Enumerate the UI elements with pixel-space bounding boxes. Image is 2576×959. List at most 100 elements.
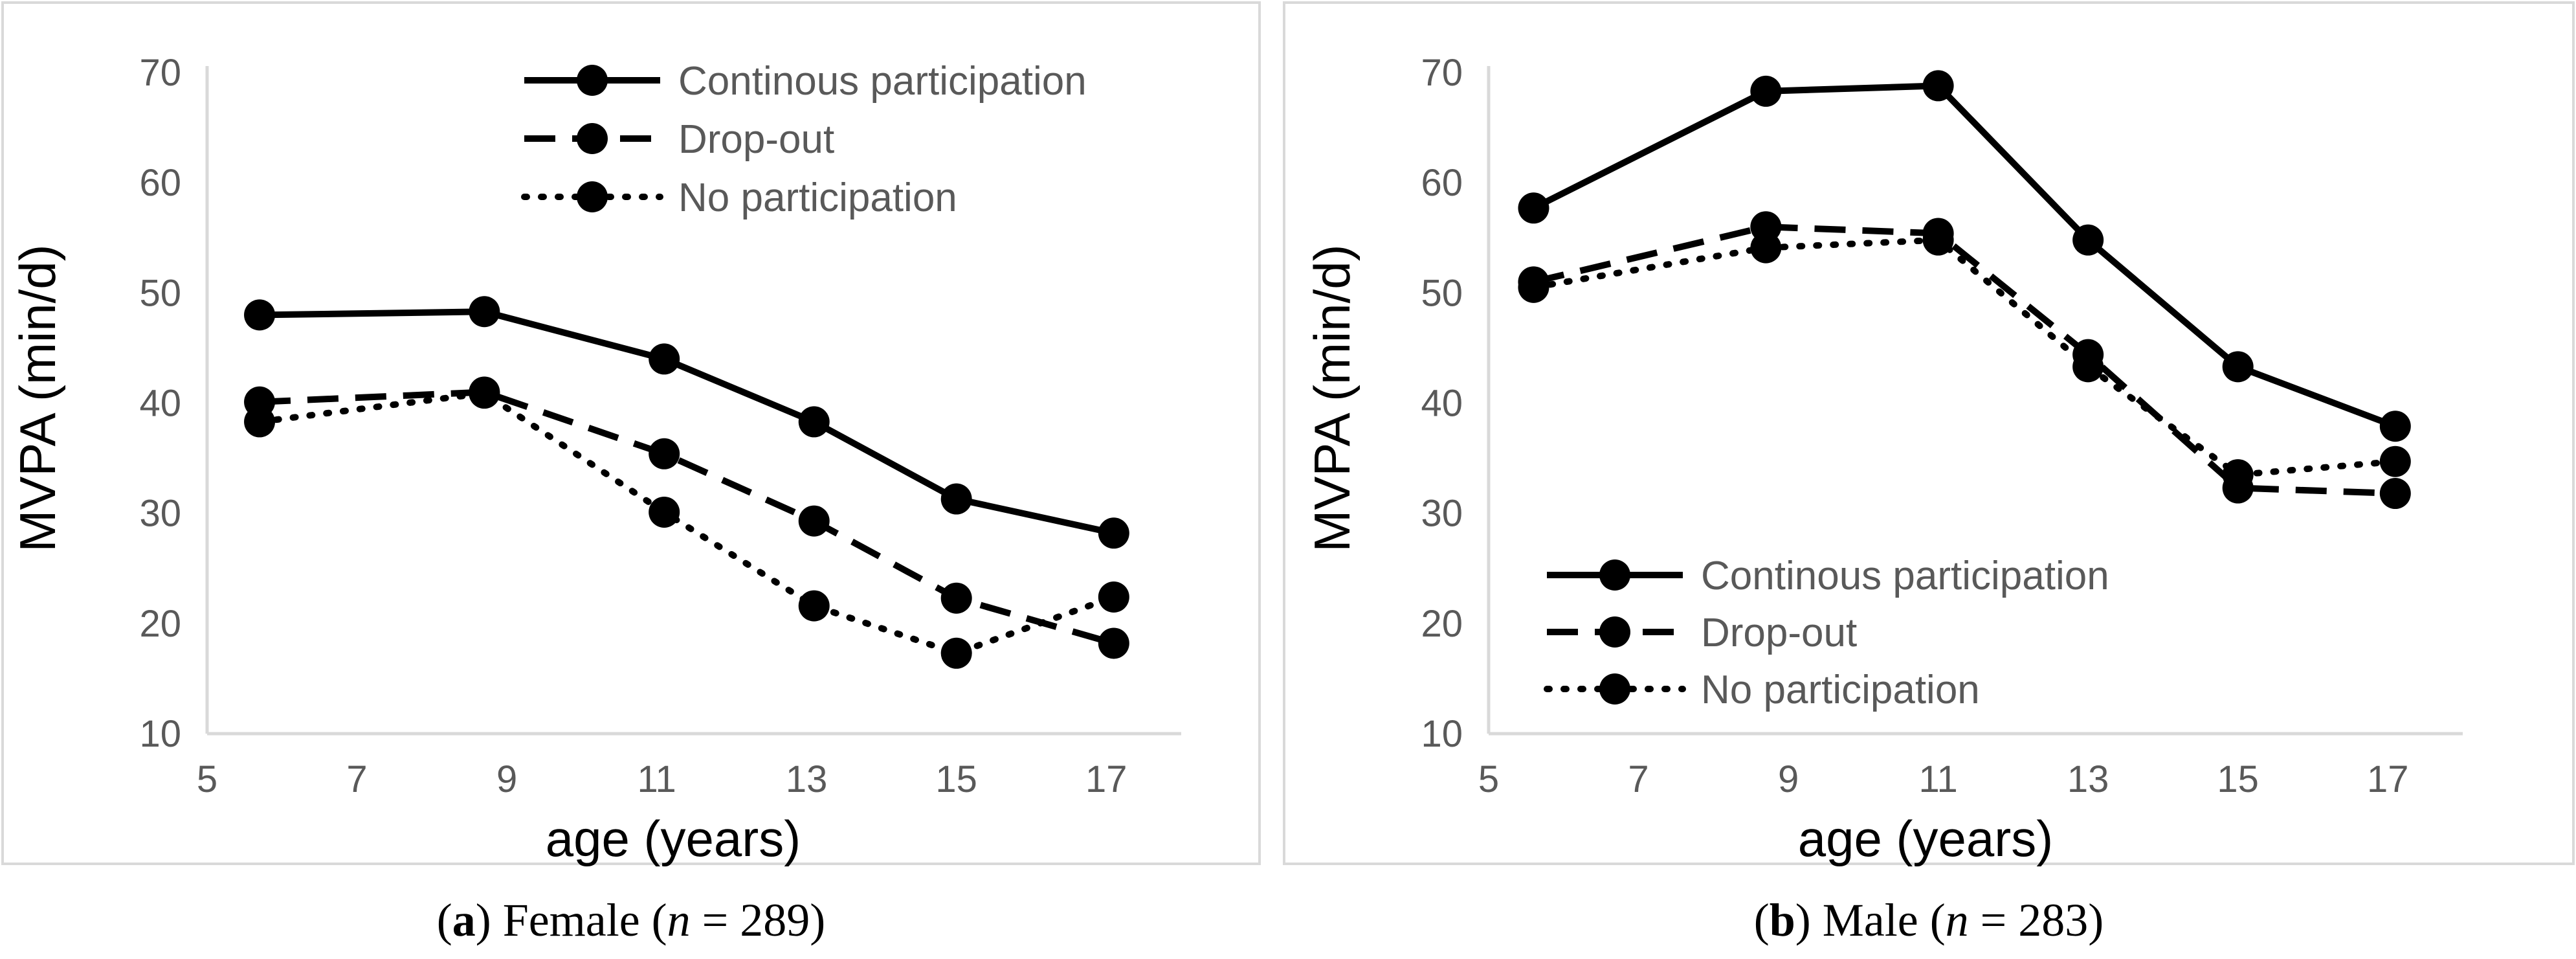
x-tick-label: 5 — [197, 758, 217, 800]
y-tick-label: 60 — [1421, 162, 1463, 204]
data-point-solid — [1922, 70, 1954, 102]
data-point-dotted — [1922, 224, 1954, 256]
y-tick-label: 50 — [1421, 272, 1463, 314]
axes — [1487, 66, 2463, 736]
chart-panel-female: 10 20 30 40 50 60 70 5 7 9 11 13 15 17 age (years) MV… — [1, 1, 1261, 946]
series-layer — [1518, 70, 2411, 510]
chart-panel-male: 10 20 30 40 50 60 70 5 7 9 11 13 15 17 age (years) MV… — [1283, 1, 2575, 946]
legend-marker — [577, 65, 608, 96]
caption-male: (b) Male (n = 283) — [1754, 894, 2104, 946]
caption-n: n — [1946, 894, 1969, 946]
legend-marker — [577, 123, 608, 154]
x-axis-title: age (years) — [546, 810, 801, 867]
y-tick-label: 60 — [139, 162, 181, 204]
tick-labels: 10 20 30 40 50 60 70 5 7 9 11 13 15 17 — [1421, 52, 2408, 800]
chart-frame — [1, 1, 1261, 865]
x-tick-label: 5 — [1478, 758, 1499, 800]
legend-label: Drop-out — [678, 117, 834, 162]
y-tick-label: 30 — [139, 493, 181, 535]
data-point-dotted — [1518, 271, 1549, 303]
caption-close: ) — [1795, 894, 1811, 946]
series-line-solid — [1532, 82, 2397, 429]
y-axis-title: MVPA (min/d) — [1304, 244, 1360, 552]
y-tick-label: 50 — [139, 272, 181, 314]
y-tick-label: 10 — [1421, 713, 1463, 755]
data-point-dashed — [649, 438, 680, 469]
y-tick-label: 30 — [1421, 493, 1463, 535]
caption-female: (a) Female (n = 289) — [437, 894, 825, 946]
caption-count: = 289) — [691, 894, 826, 946]
series-layer — [244, 296, 1129, 669]
x-tick-label: 11 — [638, 758, 676, 800]
legend: Continous participation Drop-out No partic… — [1544, 554, 2109, 712]
data-point-solid — [1518, 192, 1549, 224]
x-tick-label: 13 — [786, 758, 828, 800]
legend-label: Drop-out — [1701, 611, 1857, 655]
data-point-solid — [469, 296, 500, 328]
legend-label: Continous participation — [678, 59, 1087, 104]
caption-label: a — [452, 894, 476, 946]
data-point-solid — [244, 299, 276, 331]
data-point-solid — [2222, 351, 2254, 383]
y-tick-label: 20 — [1421, 603, 1463, 645]
legend-label: No participation — [1701, 668, 1980, 712]
caption-label: b — [1770, 894, 1795, 946]
x-tick-label: 9 — [1778, 758, 1799, 800]
series-line-dotted — [256, 390, 1117, 657]
legend-marker — [1599, 616, 1630, 648]
x-tick-label: 13 — [2067, 758, 2109, 800]
data-point-dotted — [798, 590, 830, 622]
data-point-dotted — [469, 378, 500, 409]
data-point-dotted — [940, 637, 972, 669]
series-line-dashed — [259, 389, 1115, 647]
data-point-dotted — [244, 406, 276, 438]
caption-close: ) — [476, 894, 491, 946]
x-tick-label: 17 — [2367, 758, 2409, 800]
data-point-solid — [2072, 224, 2104, 256]
legend-marker — [1599, 559, 1630, 591]
y-tick-label: 70 — [139, 52, 181, 94]
axes — [205, 66, 1181, 736]
data-point-dashed — [2379, 478, 2411, 510]
y-tick-label: 70 — [1421, 52, 1463, 94]
data-point-dashed — [940, 582, 972, 614]
caption-n: n — [667, 894, 691, 946]
data-point-solid — [649, 343, 680, 375]
data-point-solid — [940, 483, 972, 515]
data-point-solid — [798, 406, 830, 438]
x-tick-label: 9 — [496, 758, 517, 800]
caption-open: ( — [1754, 894, 1770, 946]
tick-labels: 10 20 30 40 50 60 70 5 7 9 11 13 15 17 — [139, 52, 1127, 800]
data-point-dotted — [2222, 459, 2254, 491]
data-point-dotted — [1750, 232, 1782, 264]
x-tick-label: 15 — [935, 758, 977, 800]
y-tick-label: 40 — [139, 383, 181, 425]
y-tick-label: 10 — [139, 713, 181, 755]
data-point-dotted — [2379, 446, 2411, 477]
series-line-dotted — [1530, 236, 2399, 479]
data-point-dotted — [1098, 581, 1129, 613]
caption-count: = 283) — [1969, 894, 2104, 946]
series-line-solid — [259, 308, 1115, 537]
data-point-solid — [2379, 411, 2411, 442]
x-tick-label: 7 — [1628, 758, 1649, 800]
x-tick-label: 7 — [346, 758, 367, 800]
legend-label: No participation — [678, 175, 957, 220]
x-tick-label: 17 — [1085, 758, 1127, 800]
data-point-solid — [1098, 517, 1129, 549]
caption-open: ( — [437, 894, 452, 946]
y-tick-label: 40 — [1421, 383, 1463, 425]
data-point-dotted — [2072, 351, 2104, 383]
y-tick-label: 20 — [139, 603, 181, 645]
chart-frame — [1283, 1, 2575, 865]
y-axis-title: MVPA (min/d) — [9, 244, 66, 552]
data-point-dashed — [1098, 627, 1129, 659]
caption-text: Male ( — [1811, 894, 1946, 946]
legend-marker — [1599, 673, 1630, 705]
data-point-solid — [1750, 75, 1782, 107]
x-tick-label: 11 — [1919, 758, 1958, 800]
data-point-dotted — [649, 496, 680, 528]
series-line-dashed — [1533, 223, 2395, 497]
legend-label: Continous participation — [1701, 554, 2109, 598]
